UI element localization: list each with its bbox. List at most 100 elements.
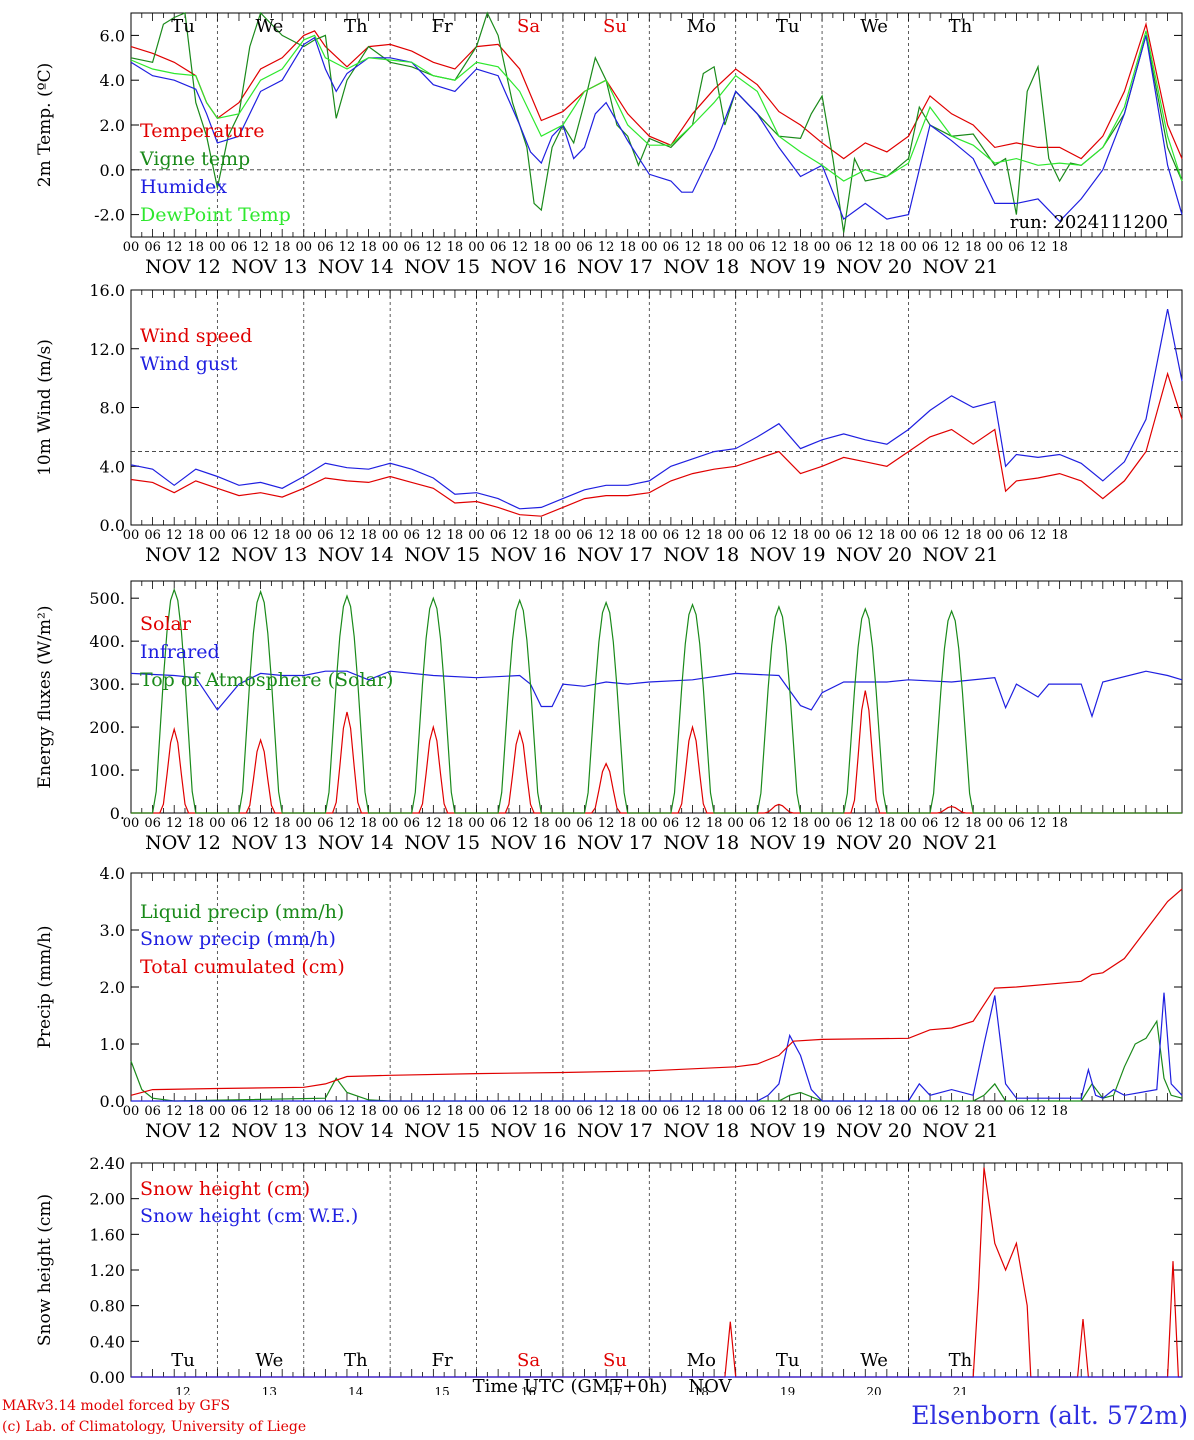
- hour-label: 12: [511, 528, 528, 543]
- model-credit: MARv3.14 model forced by GFS: [2, 1398, 231, 1414]
- y-tick-label: 3.0: [100, 921, 125, 940]
- hour-label: 06: [317, 1104, 334, 1119]
- hour-label: 00: [468, 1104, 485, 1119]
- y-tick-label: 0.0: [100, 1092, 125, 1111]
- hour-label: 12: [166, 1104, 183, 1119]
- y-axis-label: 10m Wind (m/s): [35, 339, 55, 476]
- hour-label: 12: [771, 1104, 788, 1119]
- legend-label: Snow height (cm W.E.): [140, 1205, 358, 1227]
- hour-label: 18: [533, 816, 550, 831]
- hour-label: 12: [1030, 240, 1047, 255]
- date-label: NOV 15: [404, 1120, 480, 1142]
- legend-label: DewPoint Temp: [140, 204, 291, 226]
- date-label: NOV 12: [145, 1120, 221, 1142]
- hour-label: 06: [749, 816, 766, 831]
- weekday-label: Th: [949, 16, 973, 37]
- hour-label: 12: [425, 1104, 442, 1119]
- y-tick-label: 4.0: [100, 864, 125, 883]
- date-label: NOV 13: [231, 256, 307, 278]
- series-line: [131, 587, 1182, 814]
- y-tick-label: 200.: [89, 718, 125, 737]
- weekday-label: Fr: [432, 1350, 453, 1371]
- hour-label: 18: [188, 528, 205, 543]
- date-label: NOV 12: [145, 544, 221, 566]
- weekday-label: Tu: [776, 16, 800, 37]
- hour-label: 00: [123, 816, 140, 831]
- y-tick-label: 12.0: [89, 340, 125, 359]
- weekday-label: Mo: [687, 16, 716, 37]
- day-number: 17: [607, 1385, 622, 1395]
- hour-label: 12: [425, 528, 442, 543]
- hour-label: 06: [231, 816, 248, 831]
- series-line: [131, 992, 1183, 1102]
- hour-label: 00: [641, 1104, 658, 1119]
- hour-label: 18: [447, 1104, 464, 1119]
- hour-label: 18: [879, 1104, 896, 1119]
- hour-label: 12: [598, 816, 615, 831]
- y-tick-label: 4.0: [100, 71, 125, 90]
- y-tick-label: 8.0: [100, 399, 125, 418]
- hour-label: 12: [943, 816, 960, 831]
- hour-label: 06: [576, 816, 593, 831]
- date-label: NOV 16: [491, 544, 567, 566]
- hour-label: 00: [382, 528, 399, 543]
- hour-label: 18: [533, 1104, 550, 1119]
- date-label: NOV 16: [491, 1120, 567, 1142]
- hour-label: 18: [879, 240, 896, 255]
- date-label: NOV 21: [923, 1120, 999, 1142]
- date-label: NOV 15: [404, 832, 480, 854]
- hour-label: 00: [382, 816, 399, 831]
- hour-label: 06: [403, 240, 420, 255]
- hour-label: 06: [1008, 816, 1025, 831]
- hour-label: 12: [339, 816, 356, 831]
- date-label: NOV 17: [577, 832, 653, 854]
- legend-label: Solar: [140, 613, 192, 635]
- hour-label: 18: [1051, 528, 1068, 543]
- hour-label: 12: [252, 1104, 269, 1119]
- hour-label: 18: [792, 1104, 809, 1119]
- hour-label: 00: [209, 240, 226, 255]
- hour-label: 06: [922, 816, 939, 831]
- day-number: 13: [262, 1385, 277, 1395]
- hour-label: 12: [943, 528, 960, 543]
- hour-label: 06: [922, 240, 939, 255]
- series-line: [130, 21, 1183, 160]
- hour-label: 12: [598, 240, 615, 255]
- series-line: [130, 11, 1183, 233]
- weekday-label: Tu: [171, 1350, 195, 1371]
- hour-label: 18: [447, 240, 464, 255]
- hour-label: 06: [749, 1104, 766, 1119]
- hour-label: 06: [231, 240, 248, 255]
- date-label: NOV 15: [404, 256, 480, 278]
- weekday-label: Su: [603, 16, 627, 37]
- hour-label: 06: [403, 816, 420, 831]
- hour-label: 12: [857, 528, 874, 543]
- y-tick-label: 1.20: [89, 1261, 125, 1280]
- hour-label: 12: [339, 528, 356, 543]
- hour-label: 12: [771, 240, 788, 255]
- y-tick-label: 2.0: [100, 116, 125, 135]
- hour-label: 06: [835, 240, 852, 255]
- y-axis-label: Energy fluxes (W/m²): [35, 606, 55, 789]
- weekday-label: Th: [344, 16, 368, 37]
- y-tick-label: 0.40: [89, 1332, 125, 1351]
- meteogram: 6.04.02.00.0-2.02m Temp. (ºC)00 06 12 18NOV…: [35, 11, 1183, 1395]
- hour-label: 00: [382, 1104, 399, 1119]
- hour-label: 06: [749, 528, 766, 543]
- hour-label: 00: [555, 240, 572, 255]
- legend-label: Liquid precip (mm/h): [140, 901, 344, 923]
- y-tick-label: 0.: [110, 804, 125, 823]
- hour-label: 06: [490, 1104, 507, 1119]
- hour-label: 00: [295, 240, 312, 255]
- hour-label: 12: [511, 1104, 528, 1119]
- hour-label: 18: [188, 816, 205, 831]
- legend-label: Humidex: [140, 176, 227, 198]
- weekday-label: Fr: [432, 16, 453, 37]
- hour-label: 18: [706, 528, 723, 543]
- y-tick-label: 2.40: [89, 1154, 125, 1173]
- date-label: NOV 19: [750, 256, 826, 278]
- date-label: NOV 14: [318, 832, 394, 854]
- hour-label: 18: [879, 528, 896, 543]
- hour-label: 00: [468, 816, 485, 831]
- hour-label: 12: [1030, 816, 1047, 831]
